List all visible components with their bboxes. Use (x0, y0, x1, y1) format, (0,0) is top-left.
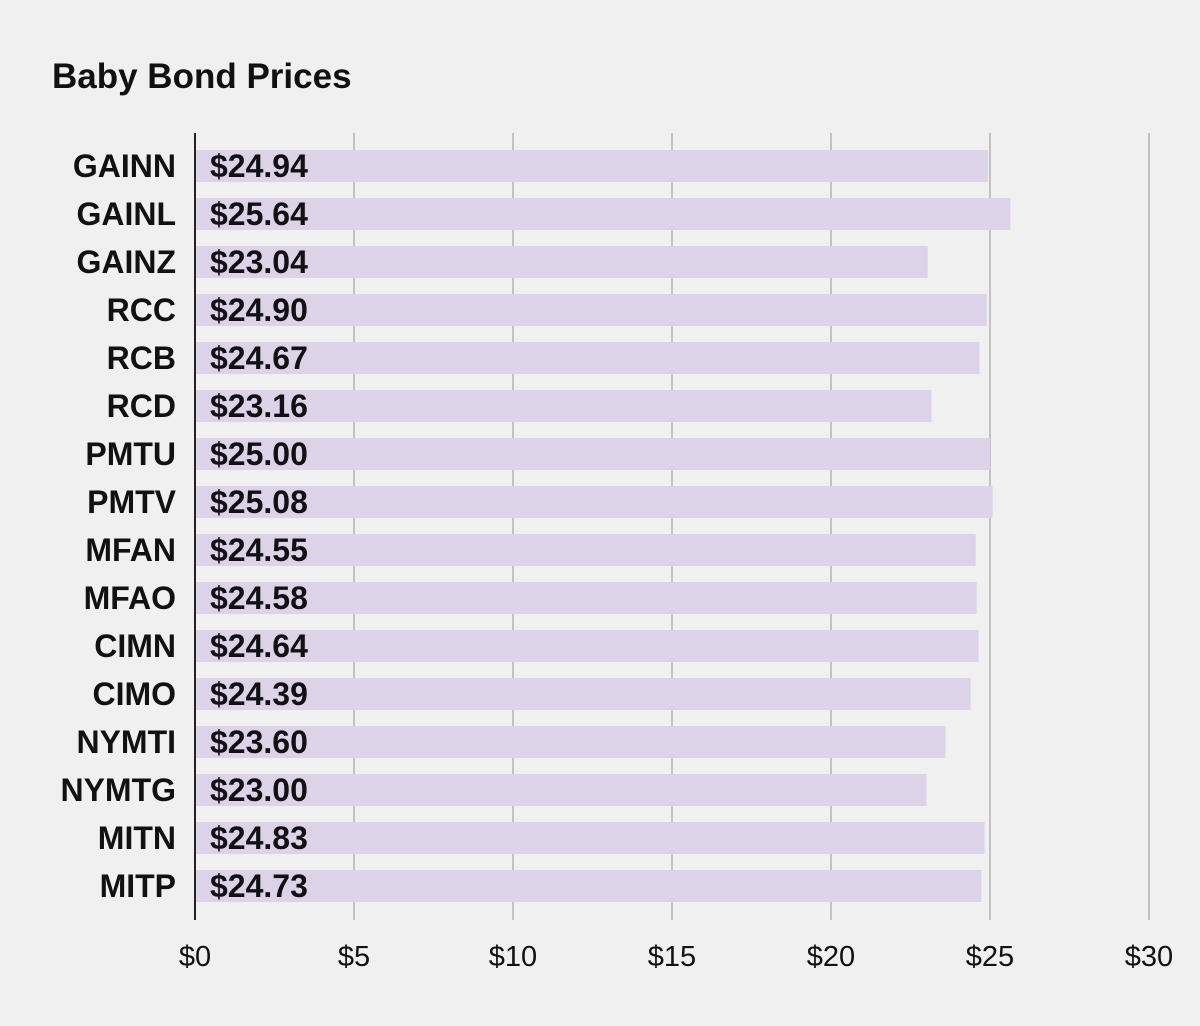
x-tick-label: $10 (489, 941, 537, 973)
bar (195, 774, 927, 806)
bar (195, 582, 977, 614)
category-label: PMTV (87, 484, 177, 520)
category-label: MFAN (85, 532, 176, 568)
bar (195, 534, 976, 566)
x-tick-label: $5 (338, 941, 370, 973)
category-label: NYMTG (60, 772, 176, 808)
bar-value-label: $24.83 (210, 820, 308, 856)
bar-value-label: $24.39 (210, 676, 308, 712)
bar (195, 870, 982, 902)
category-label: MITN (98, 820, 176, 856)
category-label: PMTU (85, 436, 176, 472)
bar-value-label: $24.64 (210, 628, 308, 664)
category-label: CIMO (92, 676, 176, 712)
bar (195, 198, 1011, 230)
bars (195, 150, 1011, 902)
bar (195, 294, 987, 326)
bar-value-label: $23.16 (210, 388, 308, 424)
category-label: MITP (100, 868, 176, 904)
category-label: RCC (107, 292, 176, 328)
x-tick-label: $25 (966, 941, 1014, 973)
bar (195, 822, 985, 854)
x-axis-tick-labels: $0 $5 $10 $15 $20 $25 $30 (179, 941, 1173, 973)
x-tick-label: $20 (807, 941, 855, 973)
bar (195, 486, 993, 518)
category-labels: GAINN GAINL GAINZ RCC RCB RCD PMTU PMTV MFAN MFAO… (60, 148, 176, 904)
bar (195, 726, 946, 758)
bar (195, 246, 928, 278)
bar-value-label: $24.73 (210, 868, 308, 904)
x-tick-label: $0 (179, 941, 211, 973)
bar-value-label: $23.60 (210, 724, 308, 760)
value-labels: $24.94 $25.64 $23.04 $24.90 $24.67 $23.16 $25.… (210, 148, 308, 904)
category-label: GAINZ (76, 244, 176, 280)
category-label: MFAO (84, 580, 176, 616)
x-tick-label: $30 (1125, 941, 1173, 973)
bar (195, 438, 990, 470)
category-label: GAINL (76, 196, 176, 232)
bar (195, 150, 989, 182)
bar-value-label: $25.08 (210, 484, 308, 520)
bar-value-label: $25.00 (210, 436, 308, 472)
category-label: GAINN (73, 148, 176, 184)
category-label: RCD (107, 388, 176, 424)
category-label: NYMTI (76, 724, 176, 760)
bar-value-label: $23.00 (210, 772, 308, 808)
bar-value-label: $23.04 (210, 244, 308, 280)
bar-value-label: $24.90 (210, 292, 308, 328)
bar-value-label: $25.64 (210, 196, 308, 232)
bar (195, 630, 979, 662)
category-label: CIMN (94, 628, 176, 664)
bar-value-label: $24.94 (210, 148, 308, 184)
bar (195, 342, 980, 374)
bar-value-label: $24.58 (210, 580, 308, 616)
bar (195, 678, 971, 710)
bar (195, 390, 932, 422)
chart-title: Baby Bond Prices (52, 57, 352, 96)
x-tick-label: $15 (648, 941, 696, 973)
category-label: RCB (107, 340, 176, 376)
bar-value-label: $24.55 (210, 532, 308, 568)
bar-value-label: $24.67 (210, 340, 308, 376)
